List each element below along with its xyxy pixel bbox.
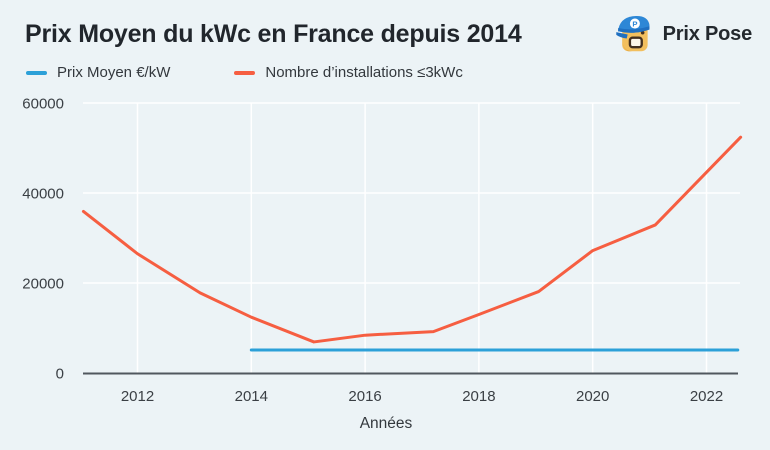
series-line-installations[interactable] (81, 135, 743, 344)
svg-text:2012: 2012 (121, 388, 154, 405)
legend-label: Prix Moyen €/kW (57, 64, 171, 81)
legend: Prix Moyen €/kW Nombre d’installations ≤… (26, 64, 463, 81)
svg-text:2022: 2022 (690, 388, 723, 405)
x-axis-title: Années (360, 415, 413, 432)
svg-text:2014: 2014 (235, 388, 268, 405)
legend-swatch-orange (234, 70, 256, 75)
svg-text:0: 0 (56, 366, 64, 383)
page-title: Prix Moyen du kWc en France depuis 2014 (25, 20, 522, 48)
brand-link[interactable]: P Prix Pose (614, 12, 752, 56)
brand-name: Prix Pose (662, 22, 753, 45)
prix-pose-mascot-icon: P (615, 16, 650, 52)
svg-text:20000: 20000 (22, 276, 64, 293)
svg-text:2020: 2020 (576, 388, 609, 405)
gridlines (83, 102, 740, 373)
svg-text:P: P (632, 19, 637, 28)
legend-item-installations[interactable]: Nombre d’installations ≤3kWc (234, 64, 463, 81)
svg-text:40000: 40000 (22, 186, 64, 203)
svg-text:2016: 2016 (348, 388, 381, 405)
legend-label: Nombre d’installations ≤3kWc (265, 64, 463, 81)
legend-item-prix-moyen[interactable]: Prix Moyen €/kW (26, 64, 170, 81)
svg-text:2018: 2018 (462, 388, 495, 405)
legend-swatch-blue (26, 70, 47, 75)
svg-text:60000: 60000 (22, 96, 64, 113)
axis-tick-labels: 0 20000 40000 60000 2012 2014 2016 2018 2020 2022 (22, 96, 723, 406)
